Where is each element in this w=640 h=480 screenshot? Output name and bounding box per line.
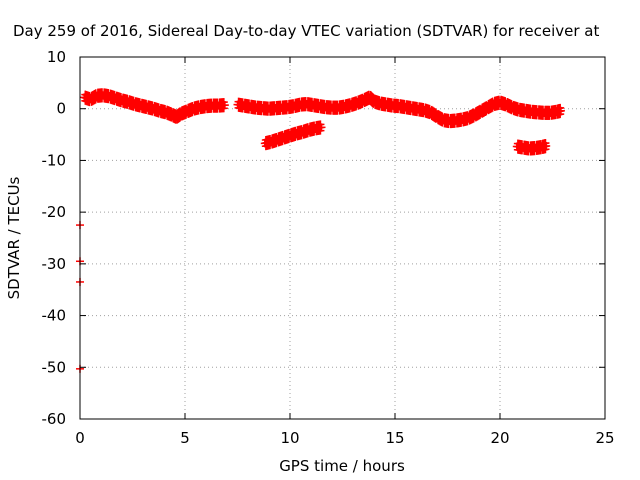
data-point [556, 106, 565, 115]
x-axis-label: GPS time / hours [279, 457, 405, 475]
plot-frame [79, 56, 606, 420]
x-tick-label: 10 [280, 429, 299, 447]
y-tick-label: -30 [42, 255, 67, 273]
data-point [317, 123, 326, 132]
chart-title: Day 259 of 2016, Sidereal Day-to-day VTE… [13, 22, 599, 40]
data-point [220, 101, 229, 110]
x-tick-label: 0 [75, 429, 85, 447]
y-tick-label: 0 [56, 100, 66, 118]
y-tick-label: -20 [42, 203, 67, 221]
y-tick-label: 10 [47, 48, 66, 66]
data-point [542, 141, 551, 150]
y-tick-label: -40 [42, 307, 67, 325]
data-points [76, 88, 565, 373]
x-tick-label: 5 [180, 429, 190, 447]
y-tick-label: -50 [42, 358, 67, 376]
y-axis-label: SDTVAR / TECUs [5, 176, 23, 299]
y-tick-label: -10 [42, 151, 67, 169]
x-tick-label: 15 [385, 429, 404, 447]
x-tick-label: 20 [490, 429, 509, 447]
y-tick-label: -60 [42, 410, 67, 428]
x-tick-label: 25 [595, 429, 614, 447]
axis-ticks: 0 5 10 15 20 25 10 0 -10 -20 -30 -40 -50 -60 [42, 48, 615, 447]
